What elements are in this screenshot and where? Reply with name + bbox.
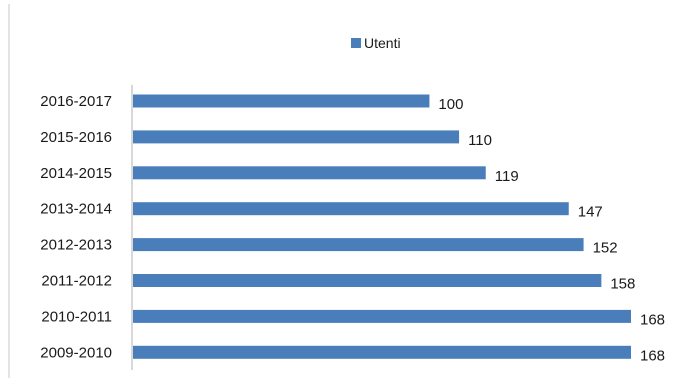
bars-layer: 2016-2017 100 2015-2016 110 2014-2015 119 2013… xyxy=(40,93,665,364)
data-label: 147 xyxy=(578,204,603,221)
legend-swatch xyxy=(351,38,361,48)
legend-label: Utenti xyxy=(364,35,401,51)
bar xyxy=(133,130,460,144)
bar xyxy=(133,94,430,108)
category-label: 2013-2014 xyxy=(40,201,112,218)
data-label: 168 xyxy=(640,347,665,364)
data-label: 168 xyxy=(640,311,665,328)
data-label: 152 xyxy=(593,240,618,257)
category-label: 2011-2012 xyxy=(41,273,112,290)
bar xyxy=(133,238,584,252)
legend: Utenti xyxy=(351,35,401,51)
data-label: 110 xyxy=(468,132,492,149)
category-label: 2014-2015 xyxy=(40,165,112,182)
category-label: 2010-2011 xyxy=(41,308,112,325)
data-label: 158 xyxy=(610,276,635,293)
bar xyxy=(133,345,631,359)
bar xyxy=(133,309,631,323)
bar xyxy=(133,274,602,287)
category-label: 2009-2010 xyxy=(40,344,112,361)
category-label: 2015-2016 xyxy=(40,129,112,146)
category-label: 2016-2017 xyxy=(40,93,112,110)
bar xyxy=(133,202,569,216)
category-label: 2012-2013 xyxy=(40,237,112,254)
bar xyxy=(133,166,486,180)
data-label: 119 xyxy=(495,168,519,185)
data-label: 100 xyxy=(438,96,463,113)
